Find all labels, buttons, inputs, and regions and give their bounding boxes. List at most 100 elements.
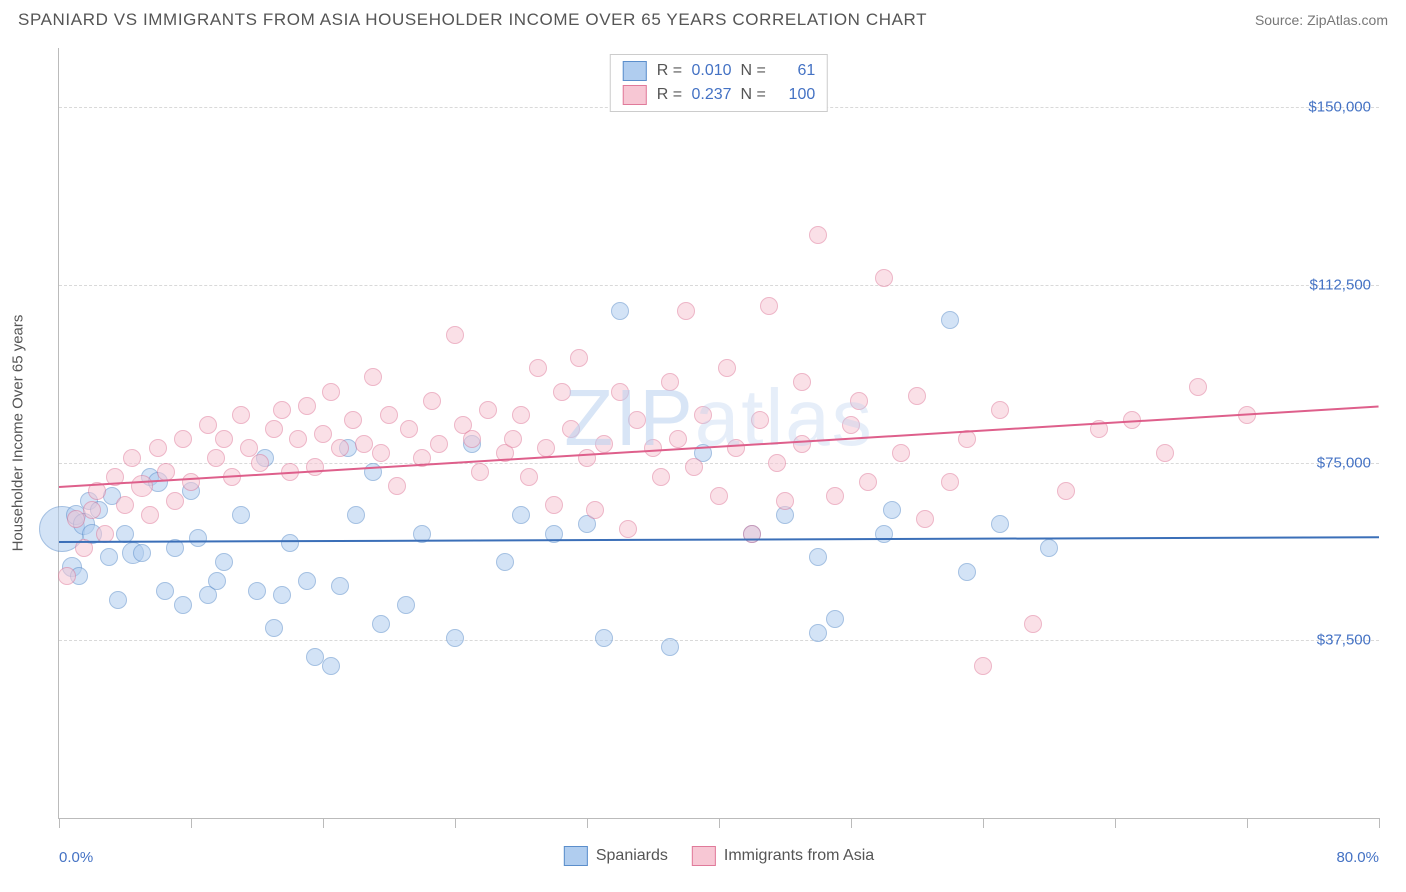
- point-spaniards: [174, 596, 192, 614]
- point-asia: [344, 411, 362, 429]
- point-asia: [908, 387, 926, 405]
- legend-item-asia: Immigrants from Asia: [692, 846, 874, 866]
- point-asia: [446, 326, 464, 344]
- point-spaniards: [941, 311, 959, 329]
- point-asia: [685, 458, 703, 476]
- point-spaniards: [331, 577, 349, 595]
- y-tick-label: $37,500: [1317, 632, 1371, 649]
- point-asia: [578, 449, 596, 467]
- title-bar: SPANIARD VS IMMIGRANTS FROM ASIA HOUSEHO…: [0, 0, 1406, 38]
- point-asia: [776, 492, 794, 510]
- point-asia: [826, 487, 844, 505]
- point-asia: [131, 475, 153, 497]
- point-spaniards: [189, 529, 207, 547]
- point-asia: [322, 383, 340, 401]
- source-label: Source: ZipAtlas.com: [1255, 12, 1388, 28]
- legend-item-spaniards: Spaniards: [564, 846, 668, 866]
- stat-row-spaniards: R = 0.010 N = 61: [623, 59, 815, 83]
- x-tick: [1115, 818, 1116, 828]
- y-axis-title: Householder Income Over 65 years: [10, 315, 27, 552]
- point-asia: [892, 444, 910, 462]
- point-asia: [768, 454, 786, 472]
- plot-wrap: Householder Income Over 65 years ZIPatla…: [48, 48, 1388, 818]
- point-asia: [586, 501, 604, 519]
- point-asia: [58, 567, 76, 585]
- point-asia: [760, 297, 778, 315]
- bottom-legend: Spaniards Immigrants from Asia: [564, 846, 874, 866]
- point-spaniards: [248, 582, 266, 600]
- point-asia: [423, 392, 441, 410]
- x-tick: [983, 818, 984, 828]
- plot-area: ZIPatlas R = 0.010 N = 61 R = 0.237 N = …: [58, 48, 1379, 819]
- point-spaniards: [265, 619, 283, 637]
- point-asia: [273, 401, 291, 419]
- point-asia: [537, 439, 555, 457]
- point-asia: [793, 373, 811, 391]
- point-asia: [570, 349, 588, 367]
- point-asia: [974, 657, 992, 675]
- point-asia: [83, 501, 101, 519]
- point-asia: [199, 416, 217, 434]
- point-asia: [471, 463, 489, 481]
- point-asia: [842, 416, 860, 434]
- point-asia: [430, 435, 448, 453]
- x-tick: [455, 818, 456, 828]
- legend-label-asia: Immigrants from Asia: [724, 847, 874, 865]
- point-asia: [463, 430, 481, 448]
- point-spaniards: [611, 302, 629, 320]
- point-asia: [916, 510, 934, 528]
- x-tick: [719, 818, 720, 828]
- point-spaniards: [156, 582, 174, 600]
- point-asia: [1057, 482, 1075, 500]
- point-asia: [1024, 615, 1042, 633]
- point-asia: [207, 449, 225, 467]
- point-spaniards: [306, 648, 324, 666]
- point-spaniards: [298, 572, 316, 590]
- point-spaniards: [496, 553, 514, 571]
- chart-title: SPANIARD VS IMMIGRANTS FROM ASIA HOUSEHO…: [18, 10, 927, 30]
- point-asia: [529, 359, 547, 377]
- point-asia: [314, 425, 332, 443]
- point-asia: [850, 392, 868, 410]
- point-asia: [991, 401, 1009, 419]
- point-asia: [149, 439, 167, 457]
- point-asia: [652, 468, 670, 486]
- point-asia: [306, 458, 324, 476]
- point-spaniards: [446, 629, 464, 647]
- point-spaniards: [1040, 539, 1058, 557]
- legend-swatch-asia: [692, 846, 716, 866]
- point-asia: [619, 520, 637, 538]
- point-asia: [265, 420, 283, 438]
- point-asia: [380, 406, 398, 424]
- point-spaniards: [661, 638, 679, 656]
- legend-label-spaniards: Spaniards: [596, 847, 668, 865]
- point-asia: [372, 444, 390, 462]
- point-asia: [232, 406, 250, 424]
- point-asia: [520, 468, 538, 486]
- point-asia: [67, 510, 85, 528]
- point-asia: [141, 506, 159, 524]
- point-asia: [751, 411, 769, 429]
- trendline-spaniards: [59, 536, 1379, 543]
- point-spaniards: [809, 548, 827, 566]
- point-asia: [289, 430, 307, 448]
- point-asia: [251, 454, 269, 472]
- point-asia: [182, 473, 200, 491]
- point-asia: [669, 430, 687, 448]
- point-asia: [364, 368, 382, 386]
- point-asia: [215, 430, 233, 448]
- point-asia: [1156, 444, 1174, 462]
- point-asia: [793, 435, 811, 453]
- point-asia: [677, 302, 695, 320]
- point-asia: [512, 406, 530, 424]
- point-spaniards: [372, 615, 390, 633]
- point-asia: [331, 439, 349, 457]
- point-asia: [123, 449, 141, 467]
- watermark: ZIPatlas: [564, 372, 873, 464]
- x-min-label: 0.0%: [59, 849, 93, 866]
- point-spaniards: [133, 544, 151, 562]
- point-spaniards: [826, 610, 844, 628]
- point-asia: [388, 477, 406, 495]
- point-asia: [174, 430, 192, 448]
- point-asia: [545, 496, 563, 514]
